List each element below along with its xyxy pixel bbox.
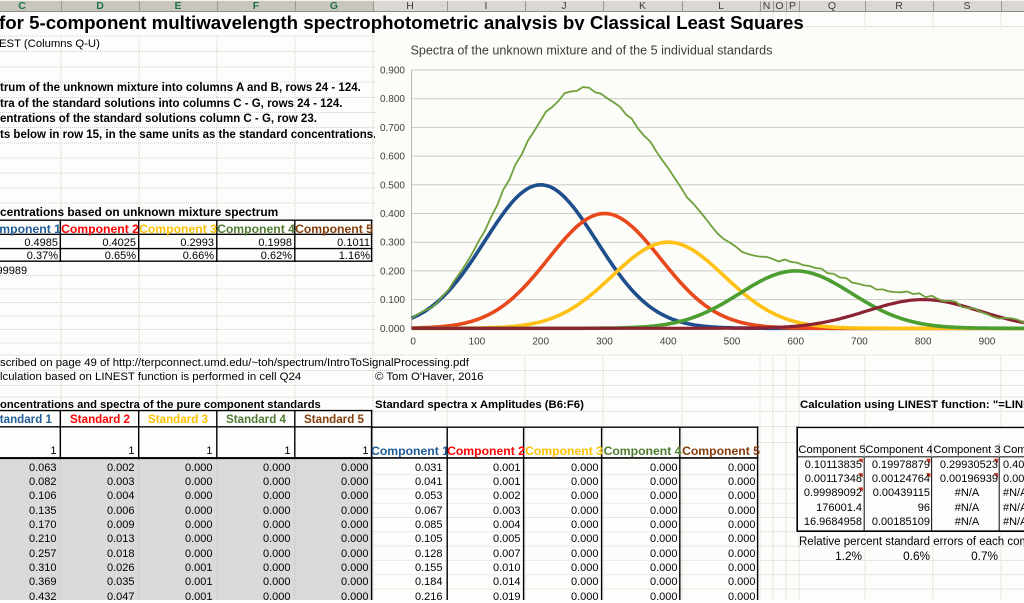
svg-text:600: 600 <box>787 337 804 348</box>
svg-text:Spectra of the unknown mixture: Spectra of the unknown mixture and of th… <box>411 44 773 58</box>
svg-text:0.100: 0.100 <box>380 295 405 306</box>
svg-text:700: 700 <box>851 337 868 348</box>
svg-text:0.800: 0.800 <box>380 94 405 105</box>
svg-text:0.300: 0.300 <box>380 238 405 249</box>
svg-text:0.400: 0.400 <box>380 209 405 220</box>
svg-text:0: 0 <box>410 337 416 348</box>
svg-text:0.700: 0.700 <box>380 123 405 134</box>
svg-text:800: 800 <box>915 337 932 348</box>
svg-text:900: 900 <box>979 337 996 348</box>
svg-text:0.200: 0.200 <box>380 266 405 277</box>
svg-text:400: 400 <box>660 337 677 348</box>
svg-text:200: 200 <box>532 337 549 348</box>
svg-text:0.900: 0.900 <box>380 66 405 77</box>
svg-text:300: 300 <box>596 337 613 348</box>
svg-text:500: 500 <box>724 337 741 348</box>
svg-text:100: 100 <box>469 337 486 348</box>
svg-text:0.000: 0.000 <box>380 324 405 335</box>
svg-text:0.500: 0.500 <box>380 180 405 191</box>
svg-text:0.600: 0.600 <box>380 152 405 163</box>
